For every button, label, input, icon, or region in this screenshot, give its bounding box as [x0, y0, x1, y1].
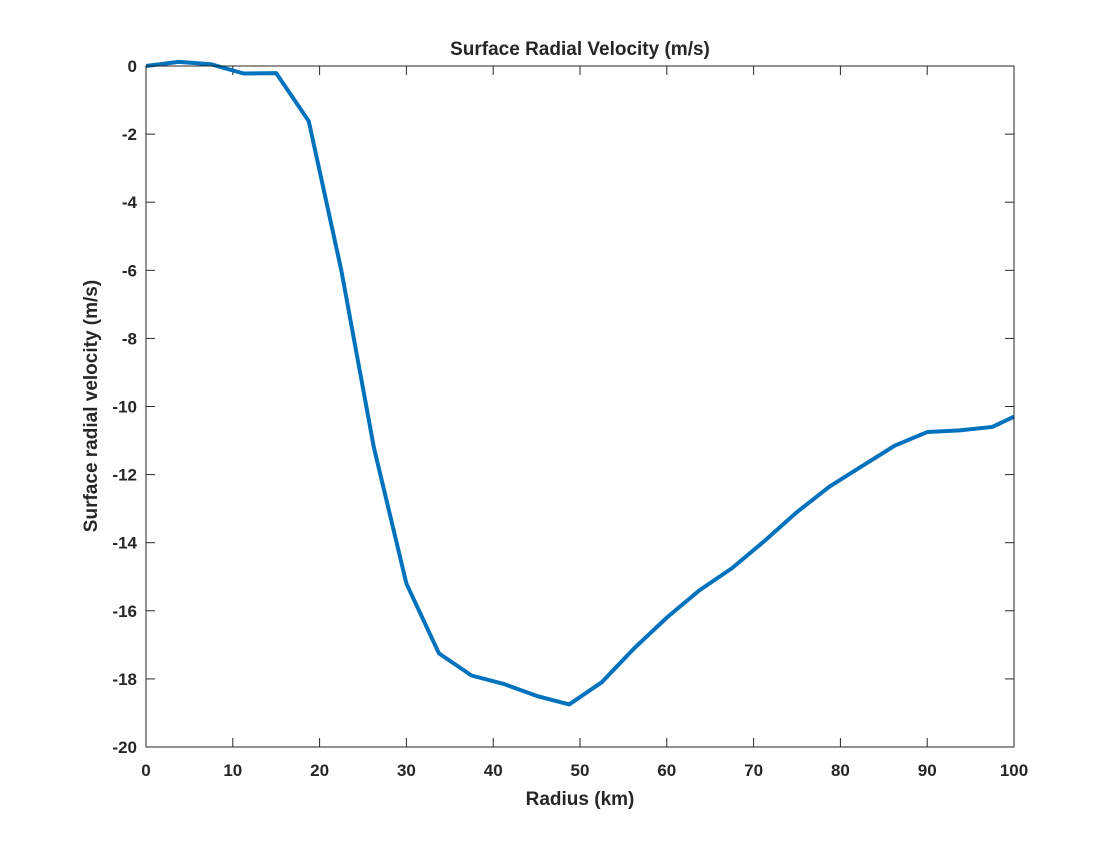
x-tick-label: 100: [1000, 761, 1028, 780]
y-tick-label: 0: [128, 57, 137, 76]
x-tick-label: 60: [657, 761, 676, 780]
tick-labels-layer: 0 10 20 30 40 50 60 70 80 90 100 0 -2 -4 -6 -8 -10 -12 -14…: [112, 57, 1028, 780]
y-tick-label: -16: [112, 602, 137, 621]
x-tick-label: 10: [223, 761, 242, 780]
plot-area-background: [146, 66, 1014, 747]
y-tick-label: -18: [112, 670, 137, 689]
x-tick-label: 70: [744, 761, 763, 780]
y-tick-label: -20: [112, 738, 137, 757]
x-axis-label: Radius (km): [526, 789, 635, 810]
x-tick-label: 40: [484, 761, 503, 780]
y-tick-label: -14: [112, 534, 137, 553]
y-tick-label: -10: [112, 398, 137, 417]
series-line: [145, 59, 1015, 707]
x-tick-label: 30: [397, 761, 416, 780]
y-tick-label: -12: [112, 466, 137, 485]
y-axis-label: Surface radial velocity (m/s): [81, 280, 102, 532]
y-tick-label: -8: [122, 329, 137, 348]
series-layer: [145, 59, 1015, 707]
y-tick-label: -2: [122, 125, 137, 144]
plot-area-frame: [145, 65, 1015, 748]
y-tick-label: -4: [122, 193, 138, 212]
x-tick-label: 20: [310, 761, 329, 780]
x-tick-label: 90: [918, 761, 937, 780]
x-tick-label: 50: [571, 761, 590, 780]
x-tick-label: 0: [141, 761, 150, 780]
y-tick-label: -6: [122, 261, 137, 280]
chart-title: Surface Radial Velocity (m/s): [450, 39, 710, 60]
x-tick-label: 80: [831, 761, 850, 780]
